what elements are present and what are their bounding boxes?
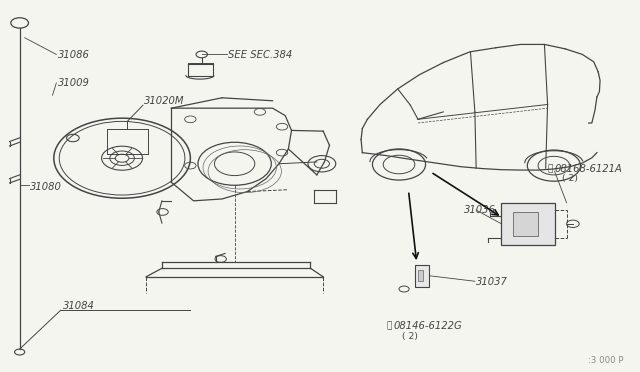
Text: 31037: 31037 (476, 278, 508, 287)
Bar (418, 270, 423, 281)
Text: 31080: 31080 (30, 182, 61, 192)
Text: Ⓢ: Ⓢ (387, 321, 392, 331)
Bar (501, 203, 555, 245)
Text: 31009: 31009 (58, 78, 90, 88)
Text: 08146-6122G: 08146-6122G (394, 321, 463, 331)
Bar (513, 212, 538, 236)
Text: ( 2): ( 2) (402, 332, 418, 341)
Text: 31020M: 31020M (144, 96, 185, 106)
Text: 08168-6121A: 08168-6121A (554, 164, 623, 174)
Text: 31036: 31036 (463, 205, 495, 215)
Bar (415, 264, 429, 287)
Text: 31084: 31084 (63, 301, 95, 311)
Text: 31086: 31086 (58, 50, 90, 60)
Text: SEE SEC.384: SEE SEC.384 (228, 50, 292, 60)
Text: ( 2): ( 2) (562, 174, 578, 183)
Text: Ⓑ: Ⓑ (548, 164, 553, 173)
Text: :3 000 P: :3 000 P (588, 356, 623, 365)
